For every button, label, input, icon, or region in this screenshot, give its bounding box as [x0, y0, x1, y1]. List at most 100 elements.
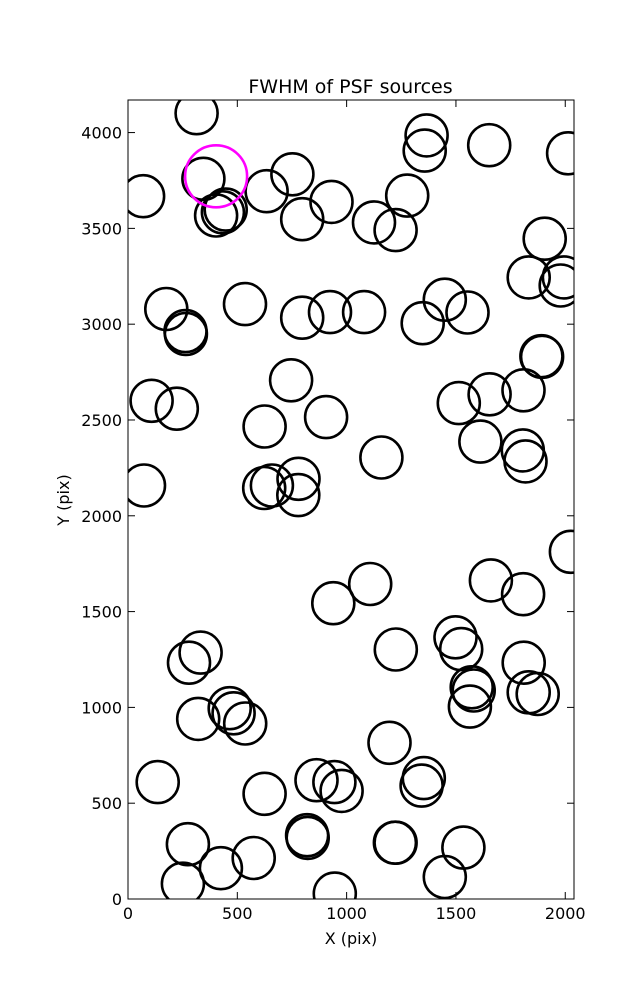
source-circle — [506, 255, 552, 300]
source-circle — [519, 334, 565, 380]
source-circle — [500, 571, 546, 617]
highlighted-source-circle — [183, 144, 249, 209]
source-circle — [399, 763, 444, 808]
source-circle — [433, 614, 478, 660]
source-circle — [506, 669, 552, 715]
source-circle — [284, 812, 330, 858]
source-circle — [279, 196, 325, 242]
source-circle — [207, 685, 252, 731]
source-circle — [279, 295, 325, 341]
source-circle — [341, 289, 387, 335]
source-circle — [347, 561, 393, 607]
source-circle — [200, 190, 246, 235]
source-circle — [242, 771, 287, 817]
source-circle — [422, 854, 468, 899]
source-circle — [367, 720, 412, 766]
source-circle — [449, 664, 495, 710]
source-circle — [351, 200, 397, 245]
x-axis: 0 500 1000 1500 2000 — [123, 100, 586, 923]
y-tick-label: 2000 — [81, 507, 122, 526]
source-circle — [545, 131, 574, 176]
source-circle — [447, 684, 493, 729]
y-tick-label: 3000 — [81, 315, 122, 334]
source-circle — [303, 394, 349, 440]
x-axis-label: X (pix) — [325, 929, 378, 948]
source-circle — [548, 529, 574, 575]
source-circle — [307, 289, 353, 335]
x-tick-label: 1000 — [326, 904, 367, 923]
source-circle — [515, 671, 561, 717]
source-circle — [211, 690, 256, 736]
y-tick-label: 3500 — [81, 219, 122, 238]
source-circle — [438, 626, 484, 672]
source-circle — [175, 696, 221, 742]
source-circle — [400, 300, 446, 346]
x-tick-label: 1500 — [436, 904, 477, 923]
source-circle — [445, 290, 490, 335]
source-circle — [275, 472, 321, 518]
source-circle — [310, 580, 356, 626]
source-circle — [312, 759, 357, 805]
source-circle — [163, 311, 209, 357]
y-tick-label: 1000 — [81, 698, 122, 717]
data-points — [128, 100, 574, 899]
source-circle — [128, 463, 167, 508]
source-circle — [373, 820, 418, 866]
y-axis: 0 500 1000 1500 2000 2500 3000 3500 4000 — [81, 124, 574, 909]
source-circle — [242, 404, 287, 449]
source-circle — [154, 386, 200, 432]
source-circle — [203, 187, 248, 232]
chart-title: FWHM of PSF sources — [248, 76, 452, 98]
source-circle — [441, 825, 486, 870]
source-circle — [129, 378, 174, 424]
source-circle — [193, 193, 239, 238]
source-circle — [244, 168, 289, 214]
y-tick-label: 4000 — [81, 124, 122, 143]
source-circle — [276, 456, 321, 502]
source-circle — [222, 701, 268, 746]
plot-frame — [127, 99, 575, 900]
y-tick-label: 1500 — [81, 603, 122, 622]
x-tick-label: 2000 — [545, 904, 586, 923]
source-circle — [451, 668, 497, 713]
source-circle — [359, 435, 404, 480]
y-tick-label: 2500 — [81, 411, 122, 430]
y-tick-label: 500 — [91, 794, 122, 813]
x-tick-label: 0 — [123, 904, 133, 923]
source-circle — [402, 128, 448, 173]
source-circle — [404, 113, 449, 158]
source-circle — [401, 755, 447, 801]
source-circle — [285, 815, 331, 861]
source-circle — [319, 768, 364, 814]
source-circle — [268, 357, 314, 403]
source-circle — [165, 821, 211, 867]
source-circle — [270, 152, 315, 197]
x-tick-label: 500 — [222, 904, 253, 923]
source-circle — [436, 380, 482, 426]
source-circle — [178, 630, 223, 675]
source-circle — [309, 179, 354, 225]
source-circle — [198, 845, 244, 891]
y-tick-label: 0 — [112, 890, 122, 909]
source-circle — [312, 871, 358, 899]
source-circle — [384, 173, 430, 218]
source-circle — [128, 173, 166, 219]
source-circle — [538, 263, 574, 308]
source-circle — [373, 207, 418, 253]
source-circle — [501, 367, 546, 413]
source-circle — [174, 100, 219, 136]
source-circle — [466, 122, 512, 168]
source-circle — [422, 277, 468, 323]
source-circle — [373, 627, 419, 672]
source-circle — [458, 419, 503, 464]
source-circle — [166, 640, 212, 686]
source-circle — [468, 558, 514, 603]
source-circle — [222, 281, 268, 327]
source-circle — [522, 216, 568, 261]
source-circle — [231, 835, 276, 881]
source-circle — [501, 640, 547, 686]
y-axis-label: Y (pix) — [54, 474, 73, 526]
source-circle — [135, 759, 180, 805]
source-circle — [294, 757, 339, 803]
